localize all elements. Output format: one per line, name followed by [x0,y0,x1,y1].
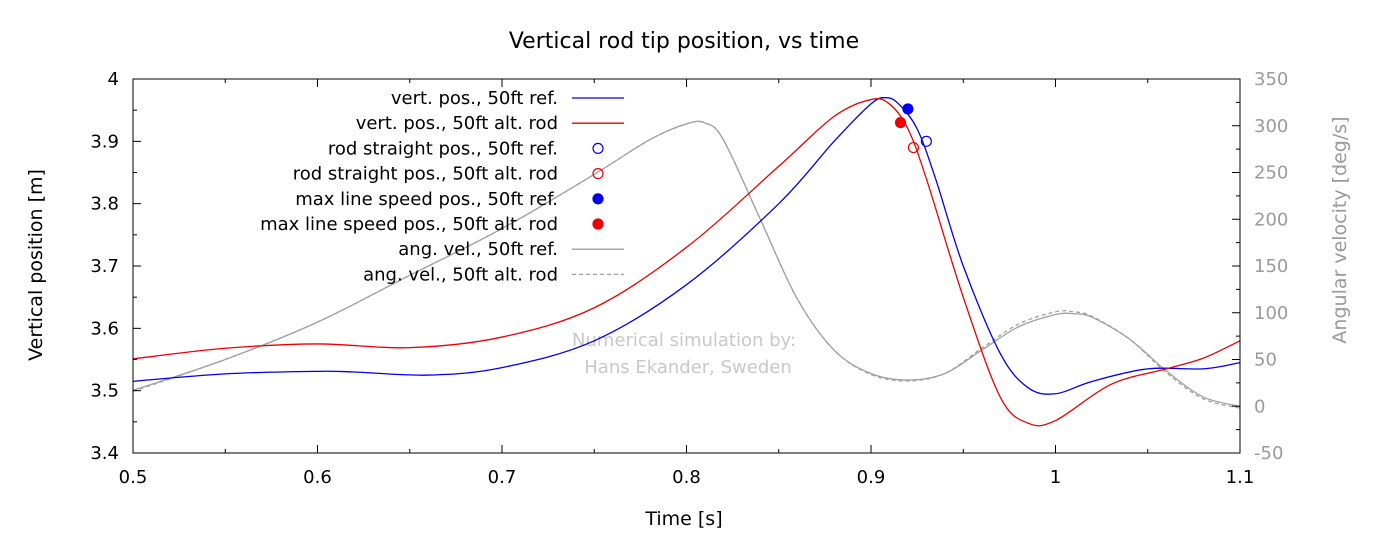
y-tick-label: 3.8 [90,194,119,215]
legend-swatch-4 [592,168,604,180]
y2-axis: -50 0 50 100 150 200 250 300 350 [1232,69,1288,464]
legend-label-3: rod straight pos., 50ft ref. [328,138,558,159]
y2-tick-label: -50 [1254,443,1283,464]
y-tick-label: 3.4 [90,443,119,464]
legend-label-8: ang. vel., 50ft alt. rod [363,264,558,285]
legend-label-2: vert. pos., 50ft alt. rod [356,113,558,134]
max-line-speed-marker-5 [902,103,914,115]
legend-swatch-3 [592,142,604,154]
x-axis-title: Time [s] [644,508,722,530]
rod-straight-marker-3 [920,135,932,147]
y2-tick-label: 0 [1254,396,1265,417]
x-tick-label: 1.1 [1226,467,1255,488]
watermark-line-2: Hans Ekander, Sweden [584,357,791,378]
y-axis-title: Vertical position [m] [25,169,47,361]
plot-frame [132,78,1241,454]
legend-swatch-6 [592,218,604,230]
series-line-8 [133,120,1240,409]
y2-tick-label: 300 [1254,116,1288,137]
y2-tick-label: 350 [1254,69,1288,90]
legend-label-7: ang. vel., 50ft ref. [398,239,558,260]
legend-label-6: max line speed pos., 50ft alt. rod [260,214,558,235]
legend-label-5: max line speed pos., 50ft ref. [295,189,558,210]
watermark-line-1: Numerical simulation by: [572,330,796,351]
y-axis: 3.4 3.5 3.6 3.7 3.8 3.9 4 [90,69,141,464]
y2-tick-label: 150 [1254,256,1288,277]
y2-tick-label: 250 [1254,163,1288,184]
y2-tick-label: 200 [1254,209,1288,230]
y2-tick-label: 100 [1254,303,1288,324]
x-tick-label: 0.9 [857,467,886,488]
legend: vert. pos., 50ft ref. vert. pos., 50ft al… [260,88,624,285]
rod-straight-marker-4 [907,141,920,154]
plot-markers [894,103,932,154]
chart-title: Vertical rod tip position, vs time [509,29,859,54]
max-line-speed-marker-6 [894,117,907,129]
y-tick-label: 3.6 [90,318,119,339]
legend-label-4: rod straight pos., 50ft alt. rod [293,164,558,185]
y-tick-label: 4 [108,69,119,90]
plot-lines [133,97,1240,427]
y2-axis-title: Angular velocity [deg/s] [1329,116,1351,343]
y2-tick-label: 50 [1254,350,1277,371]
y-tick-label: 3.5 [90,381,119,402]
x-tick-label: 0.5 [119,467,148,488]
y-tick-label: 3.7 [90,256,119,277]
x-tick-label: 0.6 [303,467,332,488]
x-axis: 0.5 0.6 0.7 0.8 0.9 1 1.1 [119,79,1255,488]
legend-swatch-5 [592,193,604,205]
x-tick-label: 0.7 [488,467,517,488]
x-tick-label: 1 [1050,467,1061,488]
y-tick-label: 3.9 [90,131,119,152]
watermark: Numerical simulation by: Hans Ekander, S… [572,330,796,378]
x-tick-label: 0.8 [672,467,701,488]
series-line-2 [133,98,1240,427]
legend-label-1: vert. pos., 50ft ref. [391,88,558,109]
